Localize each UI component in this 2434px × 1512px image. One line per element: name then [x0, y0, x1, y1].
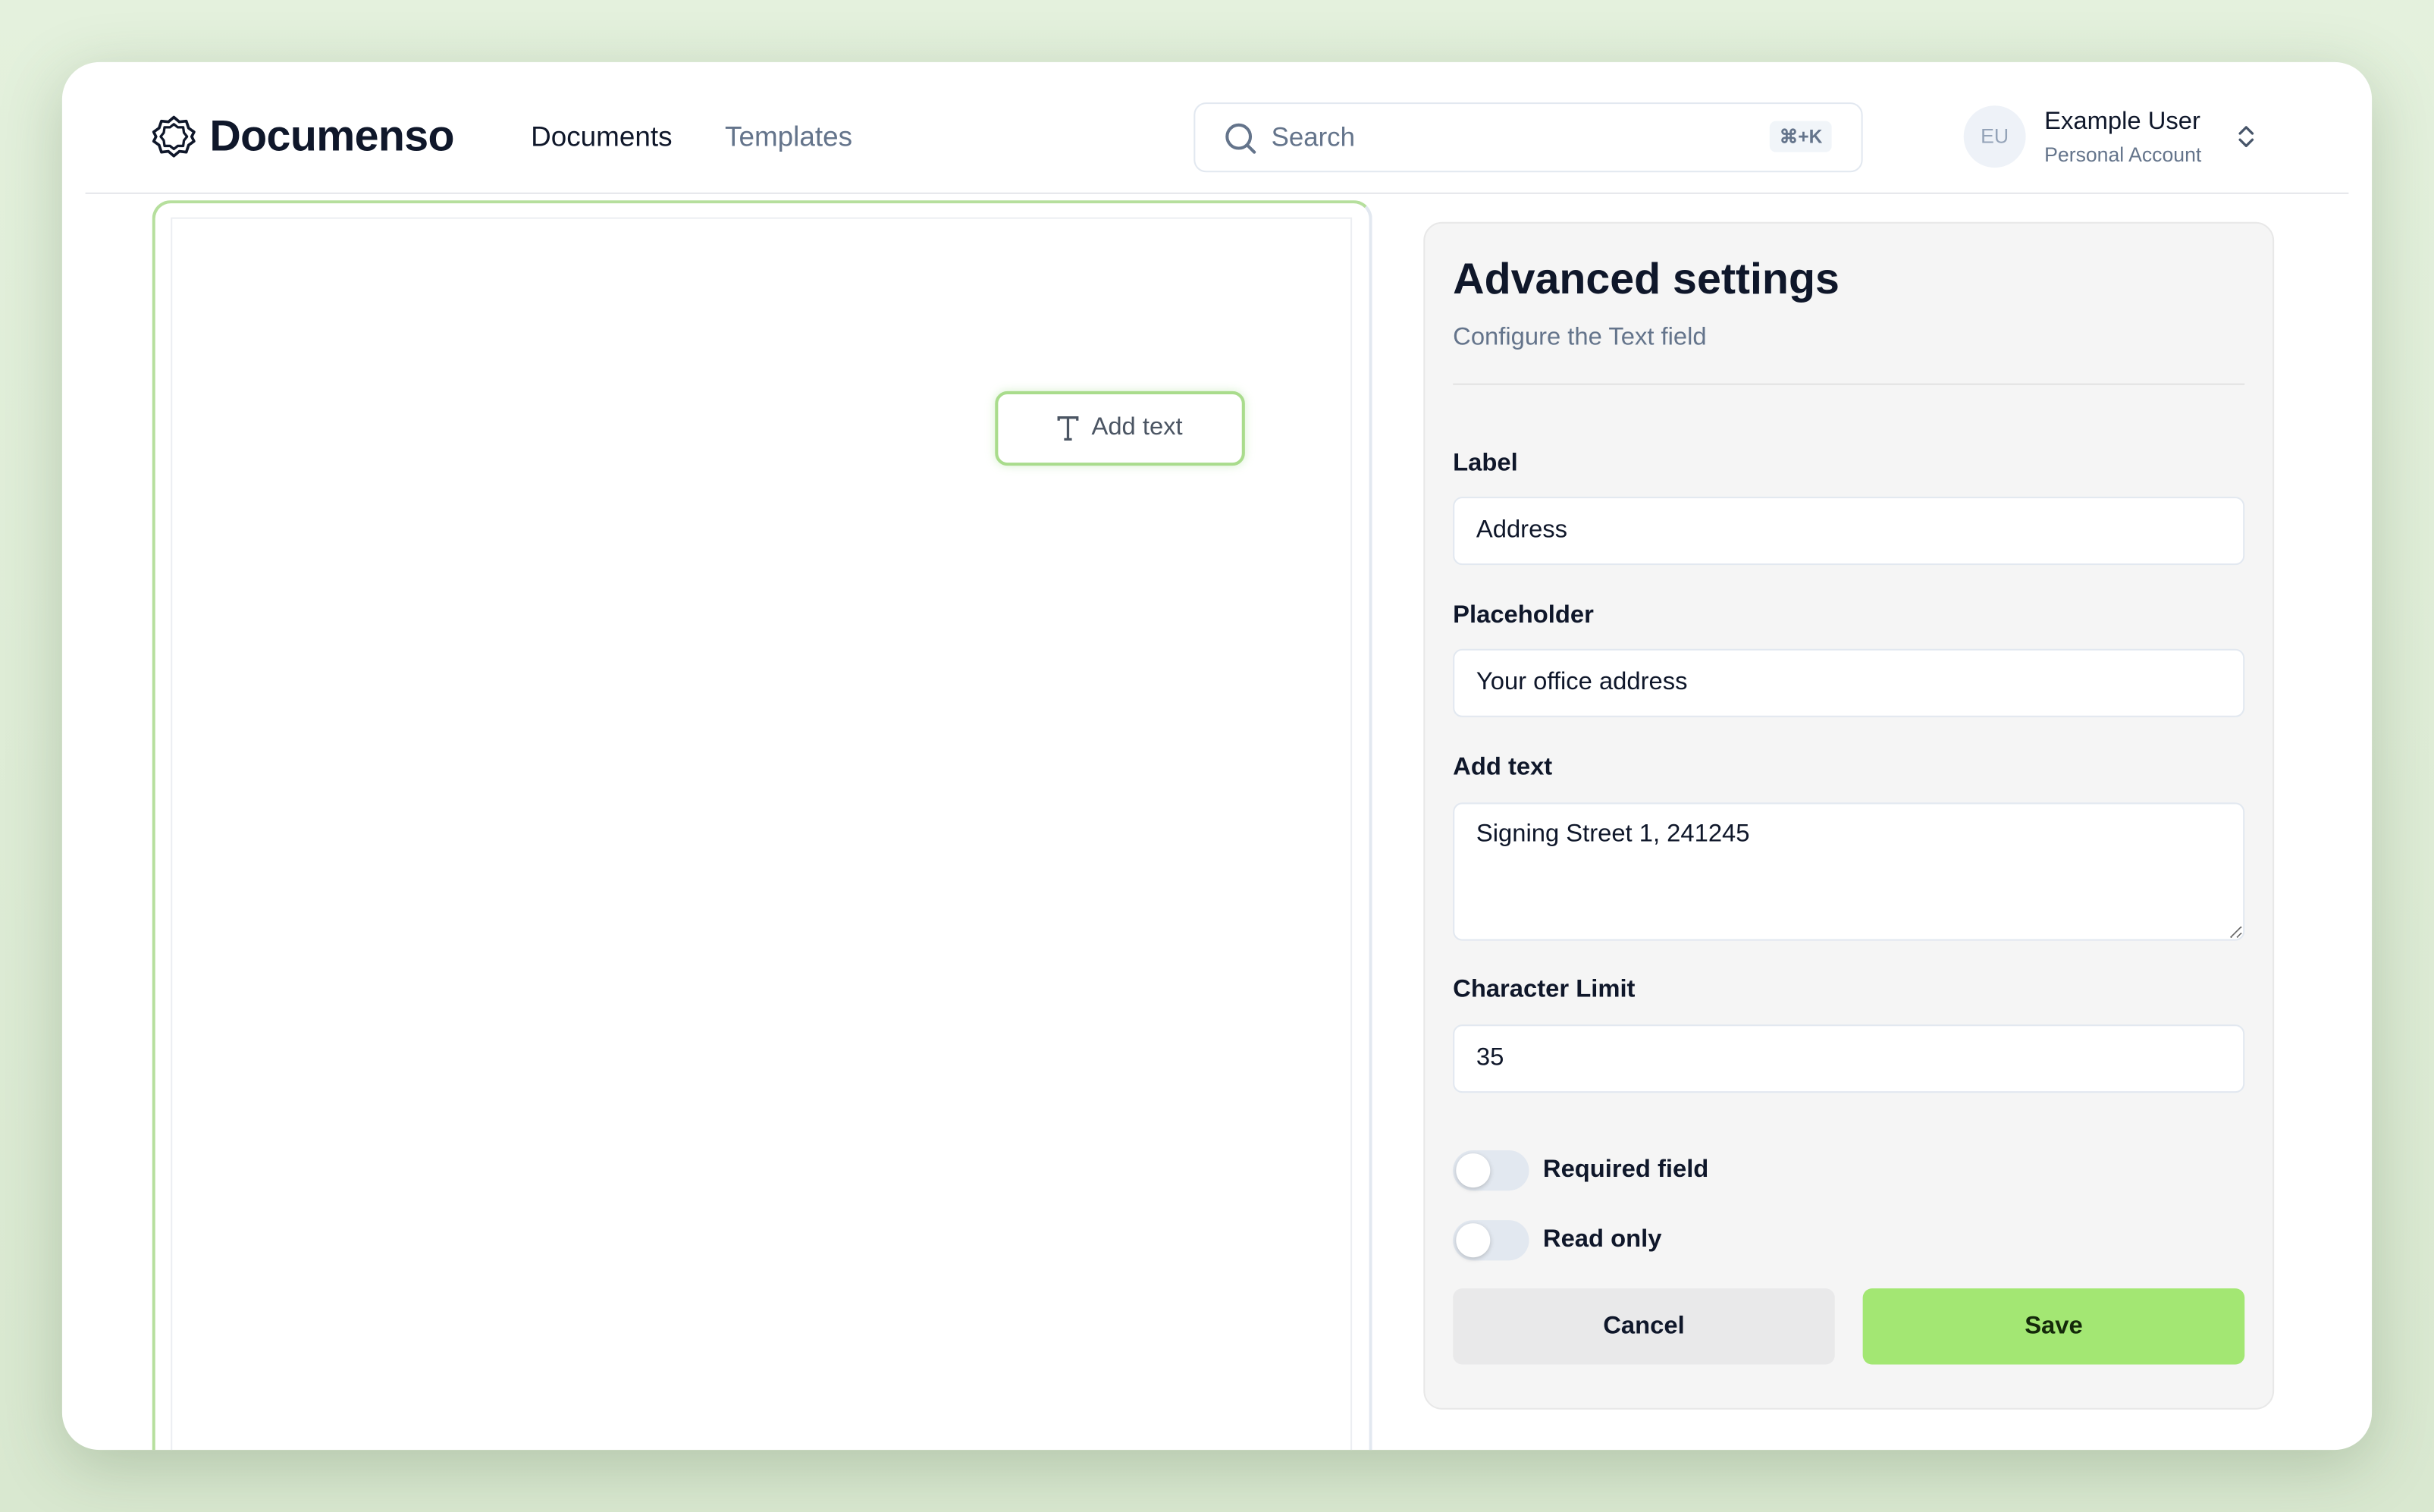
panel-subtitle: Configure the Text field: [1453, 324, 1707, 351]
brand-name[interactable]: Documenso: [209, 111, 454, 160]
character-limit-label: Character Limit: [1453, 976, 1636, 1003]
placeholder-input[interactable]: [1453, 648, 2245, 717]
text-field-placed[interactable]: Add text: [995, 391, 1245, 466]
documenso-logo-icon: [152, 115, 196, 158]
placeholder-label: Placeholder: [1453, 602, 1594, 629]
toggle-knob: [1456, 1153, 1491, 1188]
app-window: Documenso Documents Templates Search ⌘+K…: [61, 61, 2373, 1451]
field-label: Add text: [1091, 414, 1183, 441]
toggle-knob: [1456, 1223, 1491, 1258]
avatar[interactable]: EU: [1963, 105, 2026, 168]
search-placeholder: Search: [1271, 122, 1355, 152]
text-type-icon: [1057, 416, 1079, 441]
search-icon: [1225, 123, 1256, 154]
cancel-button[interactable]: Cancel: [1453, 1288, 1835, 1365]
panel-title: Advanced settings: [1453, 254, 1840, 303]
required-field-label: Required field: [1542, 1156, 1709, 1183]
label-input[interactable]: [1453, 497, 2245, 566]
search-input[interactable]: Search ⌘+K: [1193, 102, 1863, 173]
advanced-settings-panel: Advanced settings Configure the Text fie…: [1423, 221, 2275, 1410]
nav-documents[interactable]: Documents: [531, 121, 673, 152]
panel-divider: [1453, 383, 2245, 385]
search-shortcut-badge: ⌘+K: [1770, 121, 1832, 152]
user-name[interactable]: Example User: [2044, 108, 2200, 136]
account-type: Personal Account: [2044, 143, 2202, 167]
header-divider: [85, 192, 2349, 194]
label-label: Label: [1453, 450, 1518, 477]
read-only-label: Read only: [1542, 1226, 1662, 1253]
save-button[interactable]: Save: [1862, 1288, 2245, 1365]
document-viewer: [152, 200, 1372, 1451]
character-limit-input[interactable]: [1453, 1024, 2245, 1093]
read-only-toggle[interactable]: [1453, 1220, 1529, 1261]
add-text-label: Add text: [1453, 754, 1553, 781]
add-text-textarea[interactable]: Signing Street 1, 241245: [1453, 802, 2245, 941]
document-page[interactable]: [171, 217, 1353, 1451]
chevron-up-down-icon[interactable]: [2237, 123, 2256, 151]
required-field-toggle[interactable]: [1453, 1150, 1529, 1191]
nav-templates[interactable]: Templates: [725, 121, 853, 152]
